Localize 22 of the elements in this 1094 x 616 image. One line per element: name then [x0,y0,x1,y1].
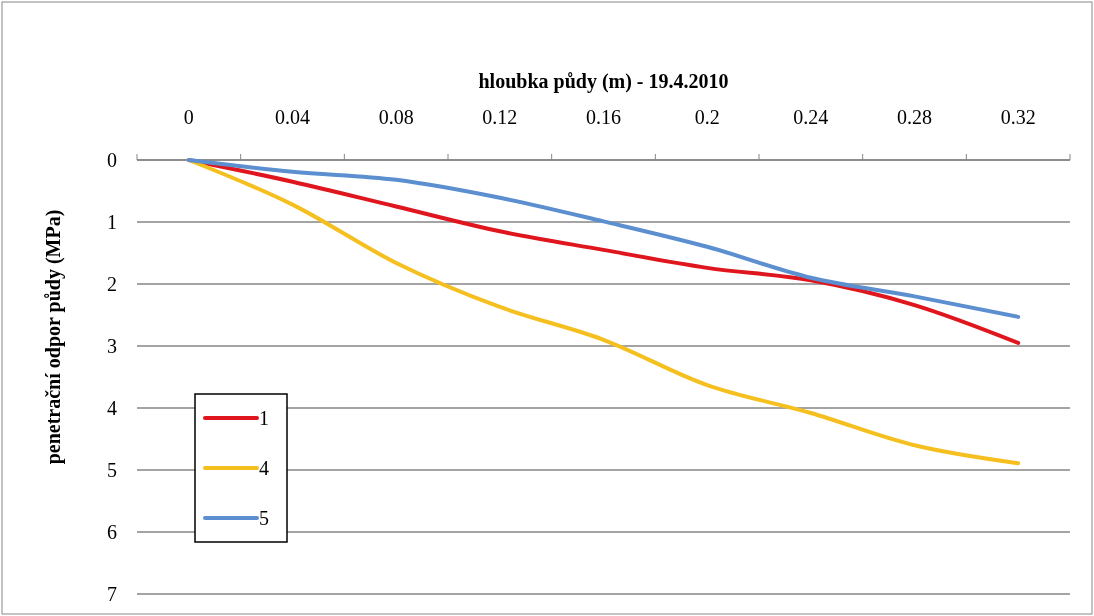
x-tick-label: 0 [183,106,194,128]
legend-label: 1 [259,407,269,429]
y-tick-label: 5 [107,459,117,481]
y-axis-title: penetrační odpor půdy (MPa) [42,209,65,465]
legend-label: 5 [259,507,269,529]
x-tick-label: 0.04 [275,106,310,128]
x-tick-label: 0.2 [694,106,720,128]
x-tick-label: 0.08 [378,106,414,128]
y-tick-label: 3 [107,335,117,357]
x-tick-label: 0.12 [482,106,518,128]
y-tick-label: 6 [107,521,117,543]
y-tick-label: 1 [107,211,117,233]
x-tick-label: 0.28 [897,106,932,128]
x-axis-title: hloubka půdy (m) - 19.4.2010 [478,70,729,93]
y-tick-label: 7 [107,583,117,605]
y-tick-label: 0 [107,149,117,171]
y-tick-label: 4 [107,397,117,419]
x-tick-label: 0.16 [586,106,621,128]
x-tick-label: 0.24 [793,106,829,128]
x-tick-label: 0.32 [1000,106,1036,128]
legend-label: 4 [259,457,269,479]
y-tick-label: 2 [107,273,117,295]
